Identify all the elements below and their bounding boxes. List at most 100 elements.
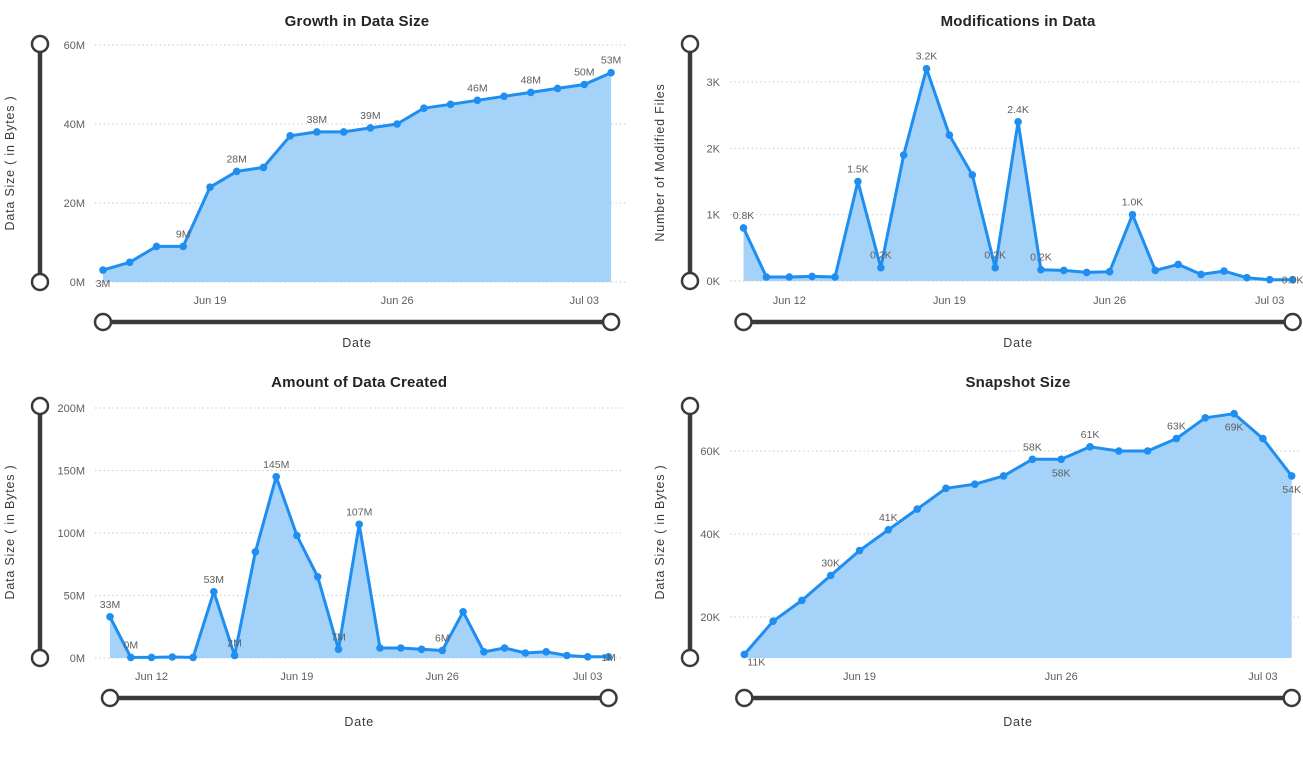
data-point[interactable] — [877, 263, 885, 272]
data-point[interactable] — [1230, 409, 1238, 418]
data-point[interactable] — [607, 68, 615, 77]
data-point[interactable] — [553, 84, 562, 93]
data-point[interactable] — [1220, 267, 1228, 275]
x-zoom-slider-handle[interactable] — [599, 688, 618, 708]
y-zoom-slider-handle[interactable] — [680, 34, 700, 54]
data-point[interactable] — [355, 520, 364, 529]
data-point[interactable] — [1259, 434, 1267, 443]
data-point[interactable] — [500, 92, 508, 101]
y-zoom-slider-handle[interactable] — [30, 396, 50, 416]
data-point[interactable] — [971, 480, 979, 488]
x-zoom-slider-handle[interactable] — [601, 312, 621, 332]
x-zoom-slider-handle[interactable] — [100, 688, 120, 708]
data-point[interactable] — [125, 258, 134, 267]
data-point[interactable] — [106, 613, 114, 621]
data-point[interactable] — [913, 505, 921, 513]
data-point[interactable] — [420, 104, 428, 112]
data-point[interactable] — [272, 473, 281, 481]
data-point[interactable] — [762, 273, 771, 281]
data-point[interactable] — [855, 546, 864, 555]
data-point[interactable] — [999, 472, 1008, 480]
data-point[interactable] — [527, 88, 535, 97]
data-point[interactable] — [945, 131, 954, 139]
x-zoom-slider-handle[interactable] — [93, 312, 113, 332]
data-point[interactable] — [1243, 273, 1251, 282]
data-point[interactable] — [376, 644, 384, 652]
data-point[interactable] — [1105, 267, 1114, 276]
data-point[interactable] — [168, 653, 177, 661]
data-point[interactable] — [210, 588, 218, 596]
data-point[interactable] — [739, 224, 748, 232]
data-point[interactable] — [232, 167, 241, 176]
y-zoom-slider-handle[interactable] — [680, 396, 700, 416]
data-point[interactable] — [1288, 275, 1297, 284]
data-point[interactable] — [1201, 414, 1210, 422]
data-point[interactable] — [147, 653, 156, 662]
data-point[interactable] — [884, 526, 893, 534]
data-point[interactable] — [1143, 447, 1152, 455]
data-point[interactable] — [438, 646, 447, 655]
data-point[interactable] — [563, 651, 571, 660]
data-point[interactable] — [1037, 265, 1045, 274]
data-point[interactable] — [152, 242, 161, 251]
data-point[interactable] — [854, 177, 862, 186]
data-point[interactable] — [293, 531, 301, 540]
data-point[interactable] — [1086, 443, 1094, 451]
data-point[interactable] — [393, 120, 401, 128]
data-point[interactable] — [339, 128, 348, 136]
data-point[interactable] — [922, 64, 931, 73]
data-point[interactable] — [583, 653, 592, 661]
data-point[interactable] — [446, 100, 455, 109]
data-point[interactable] — [259, 163, 268, 172]
y-zoom-slider-handle[interactable] — [30, 272, 50, 292]
data-point[interactable] — [313, 573, 322, 581]
data-point[interactable] — [459, 608, 467, 616]
data-point[interactable] — [366, 124, 375, 132]
data-point[interactable] — [1082, 268, 1091, 277]
data-point[interactable] — [397, 644, 405, 652]
data-point[interactable] — [286, 132, 295, 140]
x-zoom-slider-handle[interactable] — [1282, 688, 1301, 708]
data-point[interactable] — [968, 171, 977, 179]
data-point[interactable] — [740, 650, 749, 659]
data-point[interactable] — [769, 617, 777, 625]
data-point[interactable] — [542, 648, 550, 656]
data-point[interactable] — [1128, 210, 1137, 219]
data-point[interactable] — [521, 649, 530, 657]
data-point[interactable] — [313, 128, 321, 136]
data-point[interactable] — [99, 266, 107, 274]
y-zoom-slider-handle[interactable] — [30, 648, 50, 668]
data-point[interactable] — [942, 484, 950, 493]
data-point[interactable] — [127, 653, 135, 662]
data-point[interactable] — [1172, 434, 1181, 443]
x-zoom-slider-handle[interactable] — [1283, 312, 1302, 332]
data-point[interactable] — [230, 651, 239, 660]
data-point[interactable] — [604, 653, 613, 661]
y-zoom-slider-handle[interactable] — [680, 271, 700, 291]
data-point[interactable] — [831, 273, 839, 281]
data-point[interactable] — [500, 644, 509, 652]
data-point[interactable] — [473, 96, 482, 105]
data-point[interactable] — [1060, 266, 1068, 275]
y-zoom-slider-handle[interactable] — [680, 648, 700, 668]
data-point[interactable] — [785, 273, 794, 281]
data-point[interactable] — [251, 548, 260, 556]
data-point[interactable] — [1057, 455, 1065, 464]
x-zoom-slider-handle[interactable] — [734, 312, 753, 332]
x-zoom-slider-handle[interactable] — [735, 688, 754, 708]
data-point[interactable] — [1174, 260, 1182, 269]
data-point[interactable] — [1115, 447, 1123, 455]
data-point[interactable] — [1028, 455, 1037, 464]
data-point[interactable] — [179, 242, 187, 251]
data-point[interactable] — [580, 80, 589, 89]
data-point[interactable] — [189, 653, 197, 662]
data-point[interactable] — [417, 645, 426, 654]
data-point[interactable] — [480, 648, 488, 656]
data-point[interactable] — [899, 151, 908, 159]
data-point[interactable] — [1287, 472, 1296, 480]
y-zoom-slider-handle[interactable] — [30, 34, 50, 54]
data-point[interactable] — [826, 571, 835, 580]
data-point[interactable] — [1151, 266, 1160, 275]
data-point[interactable] — [798, 596, 806, 605]
data-point[interactable] — [334, 645, 343, 654]
